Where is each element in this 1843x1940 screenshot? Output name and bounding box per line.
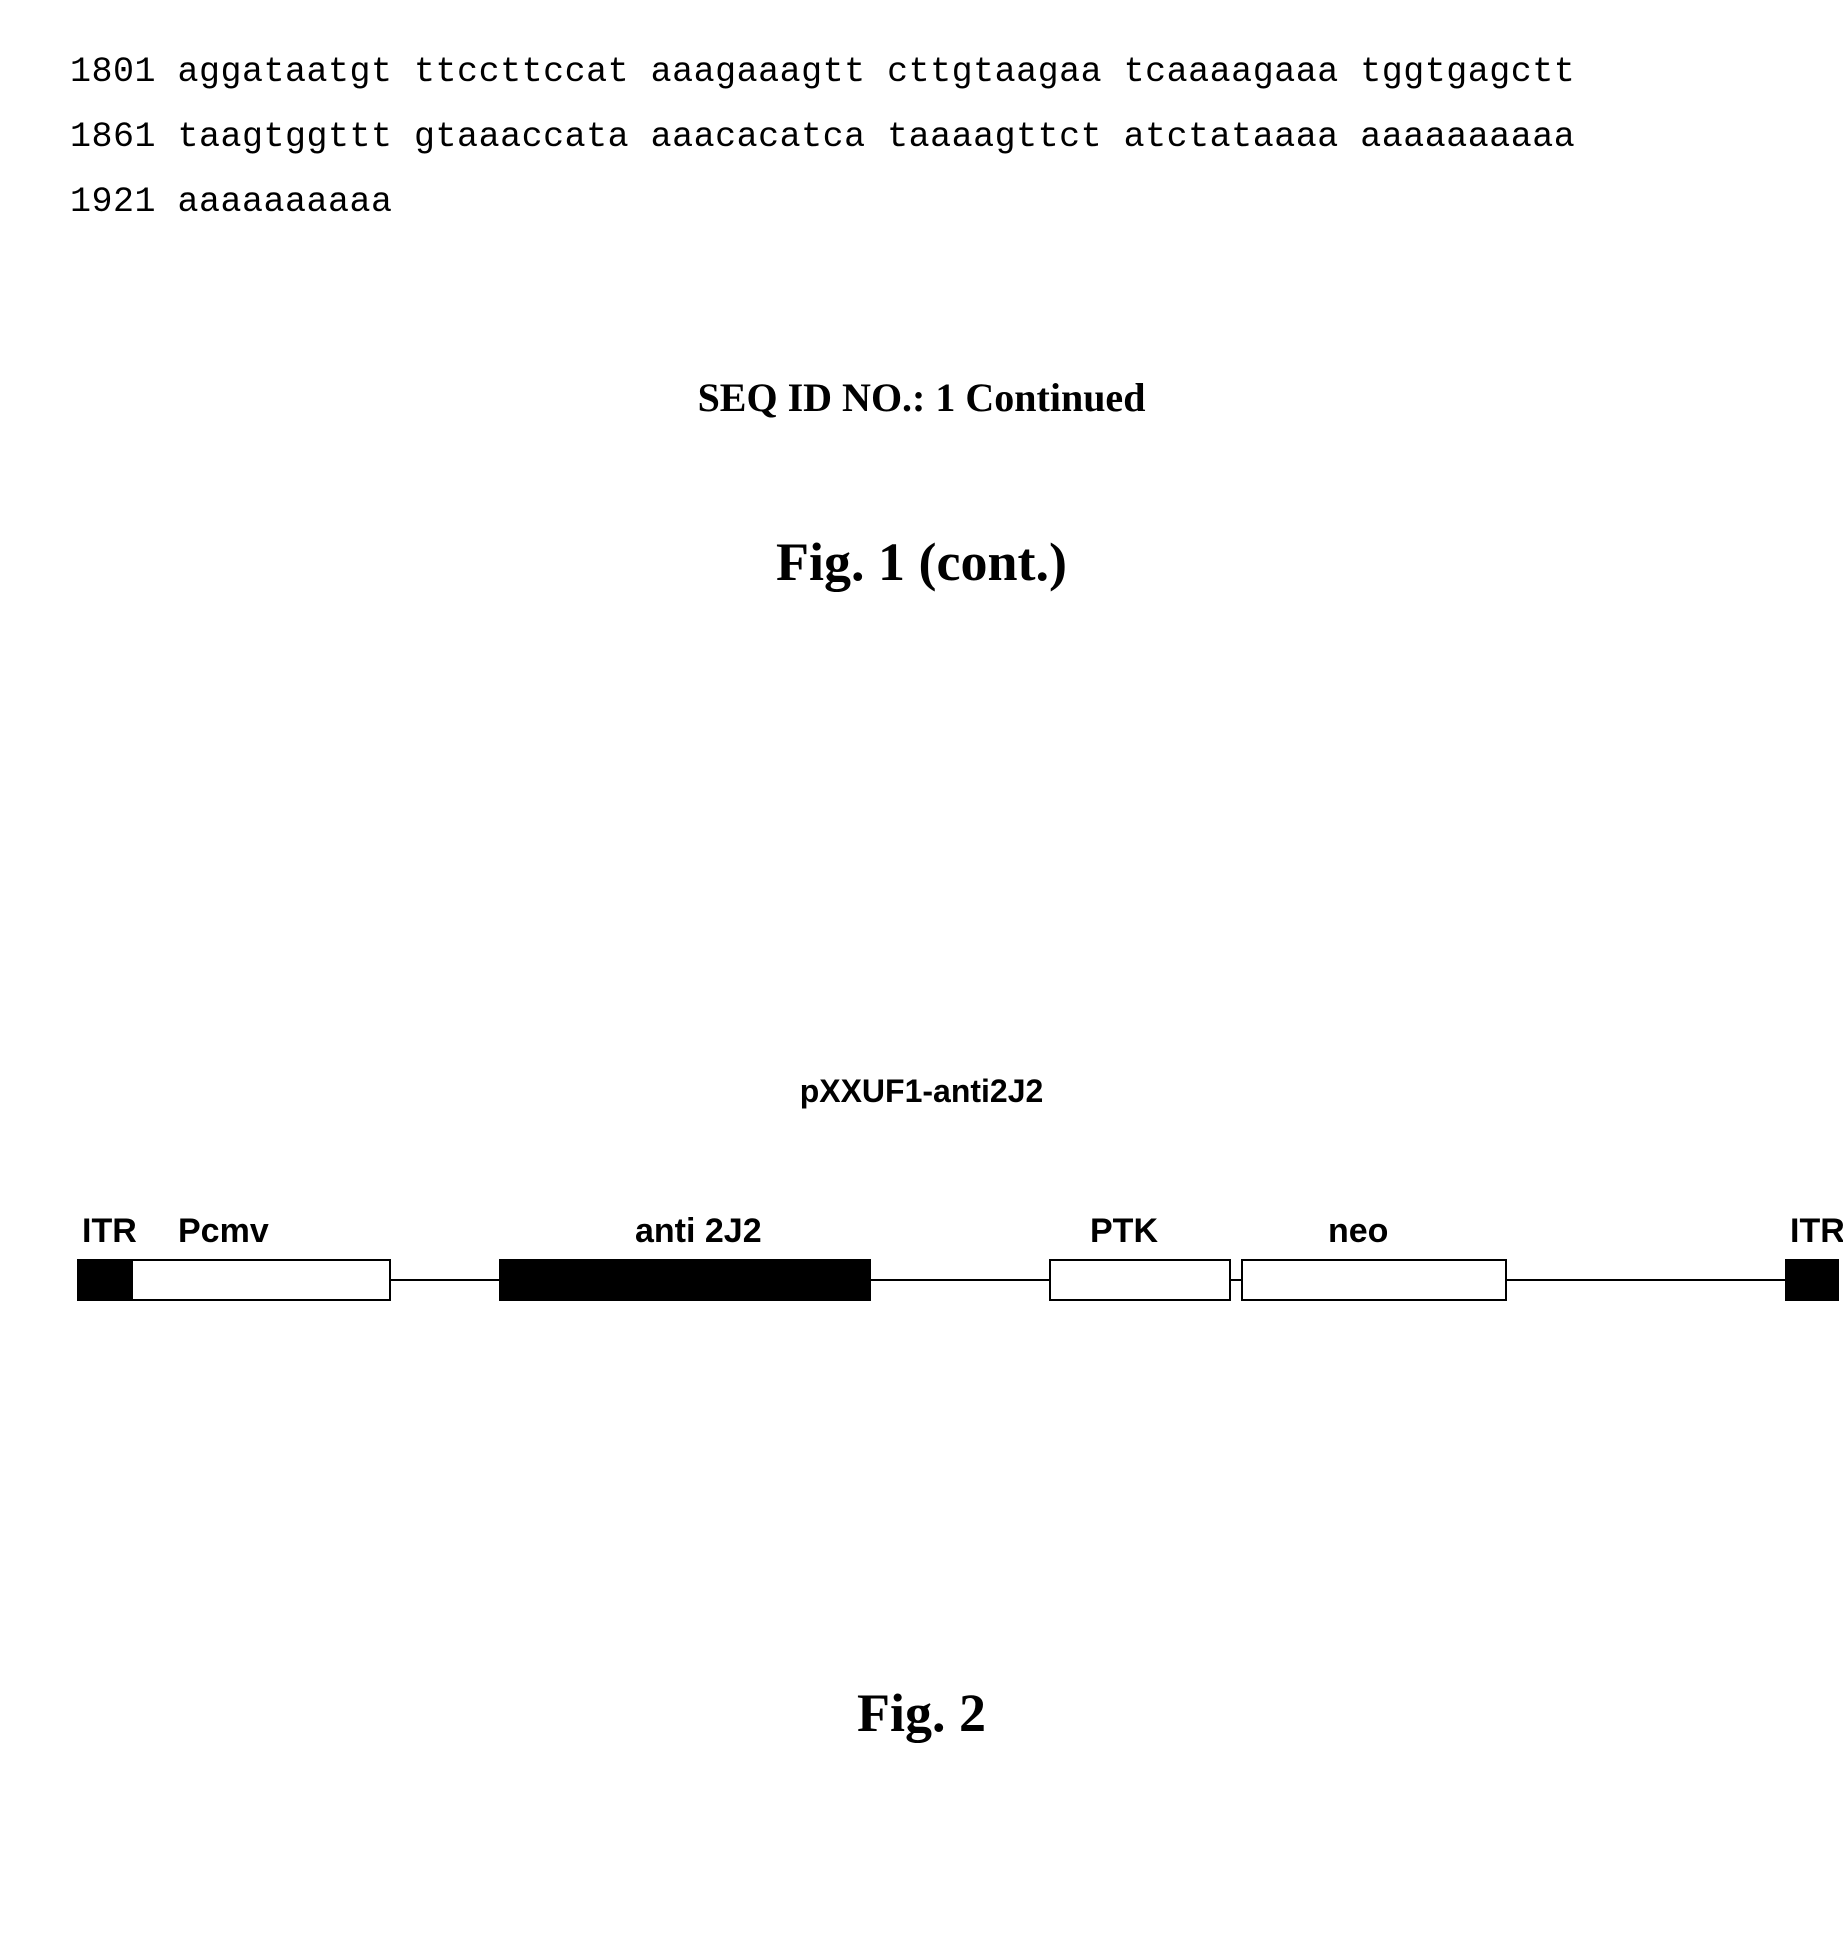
seq-caption: SEQ ID NO.: 1 Continued: [70, 374, 1773, 421]
element-label-itr-left: ITR: [82, 1212, 137, 1250]
element-box-neo: [1242, 1260, 1506, 1300]
element-label-itr-right: ITR: [1790, 1212, 1843, 1250]
construct-diagram: ITR Pcmv anti 2J2 PTK neo ITR: [70, 1182, 1843, 1342]
page-root: 1801 aggataatgt ttccttccat aaagaaagtt ct…: [0, 0, 1843, 1834]
element-label-pcmv: Pcmv: [178, 1212, 269, 1250]
element-box-anti2j2: [500, 1260, 870, 1300]
element-label-anti2j2: anti 2J2: [635, 1212, 762, 1250]
element-box-itr-left: [78, 1260, 130, 1300]
sequence-block: 1801 aggataatgt ttccttccat aaagaaagtt ct…: [70, 40, 1773, 234]
element-box-ptk: [1050, 1260, 1230, 1300]
fig1-cont-caption: Fig. 1 (cont.): [70, 531, 1773, 593]
fig2-caption: Fig. 2: [70, 1682, 1773, 1744]
element-label-neo: neo: [1328, 1212, 1388, 1250]
element-label-ptk: PTK: [1090, 1212, 1158, 1250]
construct-figure: pXXUF1-anti2J2 ITRPcmvanti 2J2PTKneoITR: [70, 1073, 1773, 1342]
construct-title: pXXUF1-anti2J2: [70, 1073, 1773, 1110]
element-box-pcmv: [132, 1260, 390, 1300]
element-box-itr-right: [1786, 1260, 1838, 1300]
